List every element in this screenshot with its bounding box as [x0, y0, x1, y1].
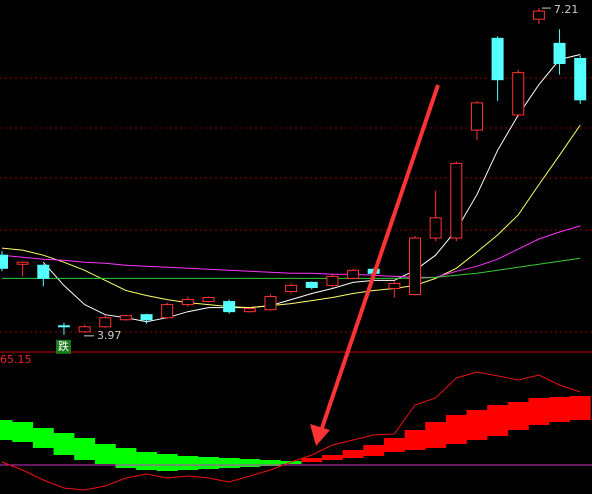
candle-body [119, 315, 132, 321]
signal-box [55, 339, 71, 354]
moving-average [1, 124, 581, 309]
candle-body [409, 237, 421, 296]
ribbon-segment [528, 398, 550, 425]
ribbon-segment [383, 438, 405, 452]
ribbon-segment [569, 396, 591, 421]
candle-body [161, 304, 174, 319]
candle-body [574, 57, 587, 101]
ribbon-segment [74, 438, 96, 460]
ribbon-segment [115, 448, 137, 468]
candle-body [99, 317, 112, 328]
ribbon-segment [487, 405, 509, 437]
arrow-shaft [320, 84, 440, 429]
ribbon-segment [218, 457, 240, 468]
candle-body [326, 275, 339, 286]
candle-body [223, 301, 236, 313]
candle-body [78, 326, 91, 333]
ribbon-segment [12, 422, 34, 442]
ribbon-segment [363, 445, 385, 457]
candle-body [305, 281, 318, 288]
ribbon-segment [404, 430, 426, 450]
candle-body [553, 42, 566, 65]
candle-body [470, 102, 483, 131]
grid [0, 77, 592, 333]
ribbon-segment [445, 414, 467, 445]
moving-average [42, 54, 581, 323]
layers: 7.21 3.97 跌 65.15 [0, 3, 592, 491]
ribbon-segment [549, 397, 571, 423]
candle-body [181, 299, 194, 306]
min-label: 3.97 [97, 329, 122, 342]
moving-average [1, 225, 581, 278]
candle-body [388, 282, 401, 289]
ribbon-segment [177, 456, 199, 471]
ribbon-segment [425, 422, 447, 449]
max-label: 7.21 [554, 3, 579, 16]
ribbon-segment [260, 459, 281, 466]
candle-body [0, 254, 8, 269]
ribbon-segment [301, 457, 323, 463]
ribbon-segment [94, 444, 116, 465]
candle-body [491, 37, 504, 81]
signal-label: 跌 [58, 339, 69, 353]
candle-body [264, 296, 277, 311]
ribbon-segment [136, 451, 158, 471]
candle-body [532, 10, 545, 20]
ribbon-segment [466, 409, 488, 440]
arrow-head [310, 424, 330, 446]
candle-body [450, 162, 463, 239]
ribbon-segment [53, 432, 75, 456]
candle-body [347, 269, 360, 279]
candle-body [57, 325, 70, 328]
candle-body [16, 261, 29, 265]
candle-body [140, 314, 153, 321]
candle-body [512, 72, 525, 116]
ribbon-segment [342, 449, 364, 458]
moving-average [2, 257, 581, 279]
ribbon-segment [507, 401, 529, 431]
candle-body [243, 308, 256, 313]
y-tick-label: 65.15 [0, 353, 32, 366]
candle-body [429, 217, 442, 239]
signal-line [1, 371, 581, 491]
ribbon-segment [239, 458, 261, 467]
candle-body [202, 297, 215, 303]
candle-body [37, 264, 50, 279]
candle-body [285, 284, 298, 292]
arrow [310, 84, 440, 446]
ribbon-segment [0, 420, 13, 440]
ribbon-segment [198, 456, 219, 470]
ribbon-segment [32, 428, 54, 449]
ribbon-segment [156, 454, 178, 472]
ribbon-segment [322, 455, 343, 460]
